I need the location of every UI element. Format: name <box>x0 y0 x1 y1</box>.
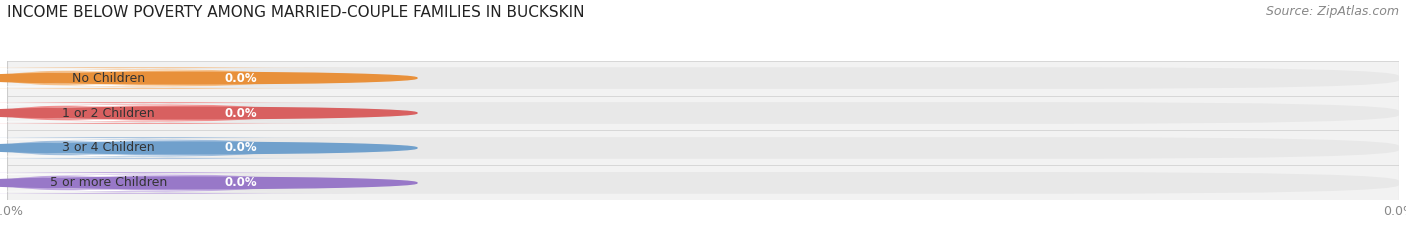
Text: 5 or more Children: 5 or more Children <box>51 176 167 189</box>
FancyBboxPatch shape <box>0 140 318 156</box>
FancyBboxPatch shape <box>0 102 354 124</box>
FancyBboxPatch shape <box>7 137 1399 159</box>
Text: 0.0%: 0.0% <box>224 141 257 154</box>
Circle shape <box>0 177 418 189</box>
FancyBboxPatch shape <box>0 172 354 194</box>
Text: INCOME BELOW POVERTY AMONG MARRIED-COUPLE FAMILIES IN BUCKSKIN: INCOME BELOW POVERTY AMONG MARRIED-COUPL… <box>7 5 585 20</box>
FancyBboxPatch shape <box>7 172 1399 194</box>
Text: 0.0%: 0.0% <box>224 106 257 120</box>
Circle shape <box>0 72 418 84</box>
FancyBboxPatch shape <box>0 70 318 86</box>
FancyBboxPatch shape <box>0 175 318 191</box>
Text: No Children: No Children <box>72 72 145 85</box>
Text: 0.0%: 0.0% <box>224 176 257 189</box>
Text: Source: ZipAtlas.com: Source: ZipAtlas.com <box>1265 5 1399 18</box>
FancyBboxPatch shape <box>7 67 1399 89</box>
FancyBboxPatch shape <box>0 105 318 121</box>
Circle shape <box>0 107 418 119</box>
FancyBboxPatch shape <box>0 67 354 89</box>
Text: 3 or 4 Children: 3 or 4 Children <box>62 141 155 154</box>
Text: 1 or 2 Children: 1 or 2 Children <box>62 106 155 120</box>
FancyBboxPatch shape <box>0 137 354 159</box>
FancyBboxPatch shape <box>7 102 1399 124</box>
Circle shape <box>0 142 418 154</box>
Text: 0.0%: 0.0% <box>224 72 257 85</box>
